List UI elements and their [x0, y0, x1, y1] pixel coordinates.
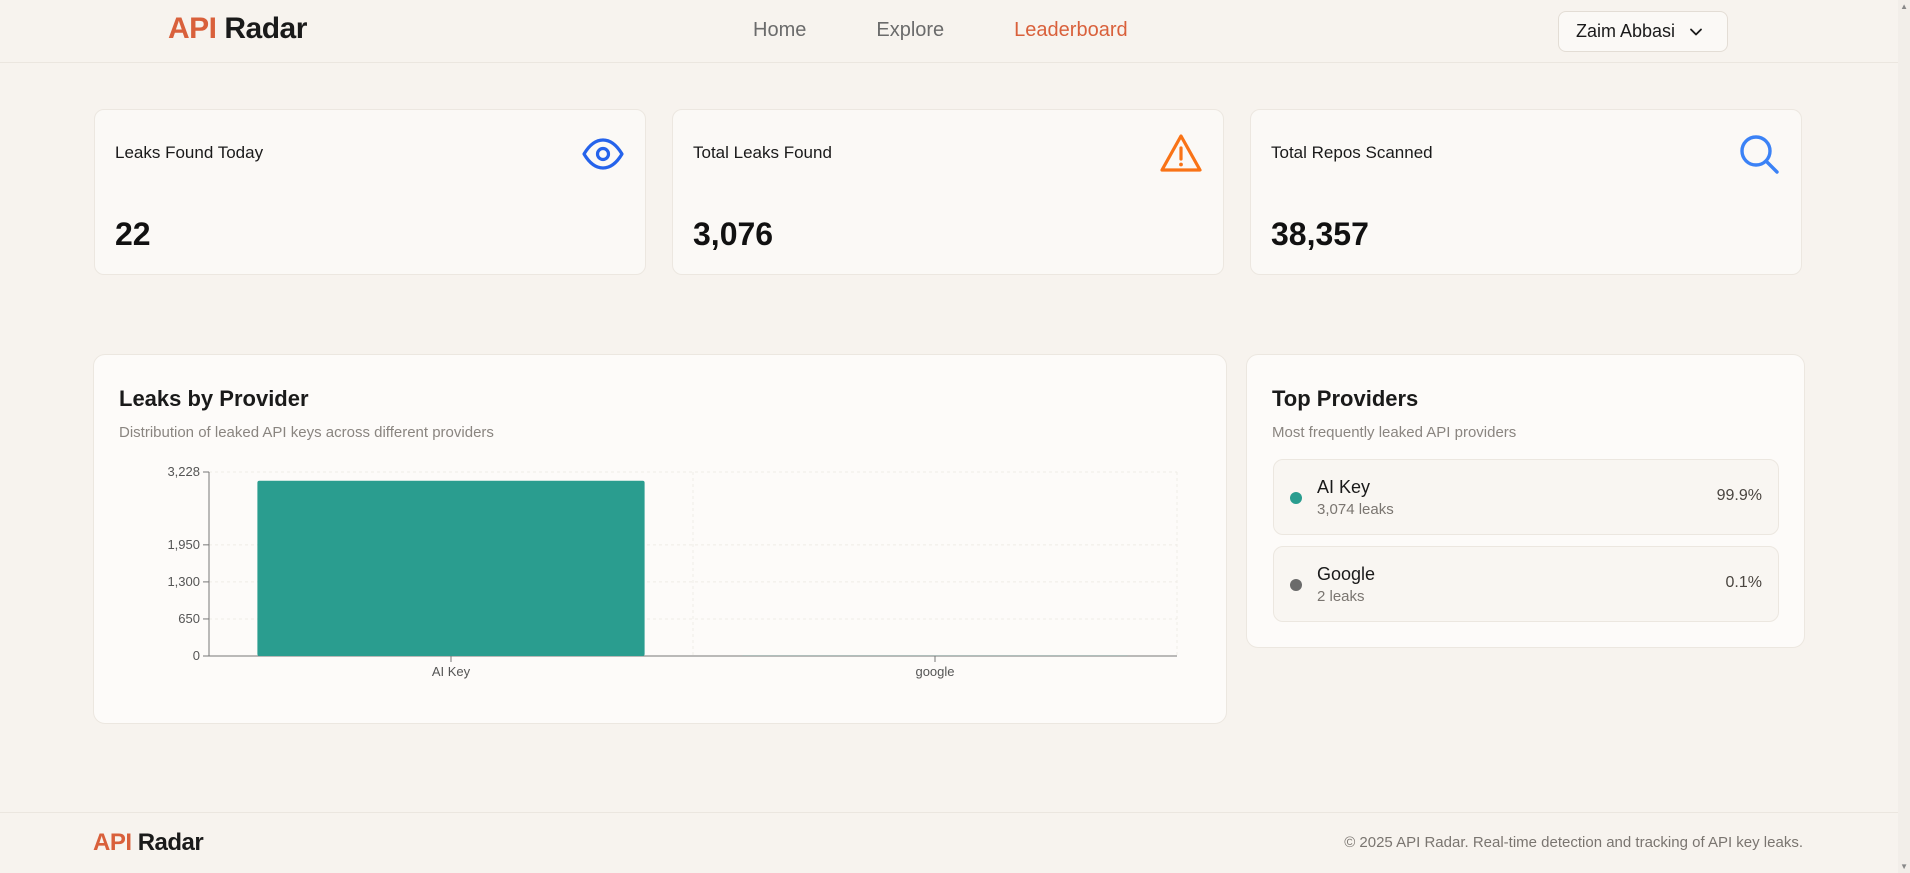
stat-label: Total Leaks Found: [693, 143, 832, 162]
user-name: Zaim Abbasi: [1576, 21, 1676, 41]
stat-value: 22: [115, 216, 151, 252]
provider-percent: 0.1%: [1725, 574, 1762, 591]
stat-label: Leaks Found Today: [115, 143, 264, 162]
top-providers-panel: Top Providers Most frequently leaked API…: [1246, 354, 1805, 648]
footer-logo-api: API: [93, 829, 132, 856]
scroll-up-arrow[interactable]: ▲: [1900, 2, 1908, 11]
provider-name: AI Key: [1317, 477, 1371, 497]
provider-percent: 99.9%: [1716, 487, 1762, 504]
bar: [257, 480, 645, 656]
bar-chart: 0 650 1,300 1,950 3,228 AI Key google: [167, 464, 1178, 679]
x-tick-label: google: [915, 664, 954, 679]
y-tick-label: 1,300: [167, 574, 200, 589]
provider-count: 2 leaks: [1317, 588, 1365, 605]
warning-icon: [1160, 134, 1202, 172]
stat-value: 38,357: [1271, 216, 1369, 252]
stat-card-total-leaks: Total Leaks Found 3,076: [672, 109, 1224, 275]
logo-api-text: API: [168, 12, 217, 45]
footer: API Radar © 2025 API Radar. Real-time de…: [0, 812, 1898, 873]
top-header: API Radar Home Explore Leaderboard Zaim …: [0, 0, 1898, 63]
search-icon: [1740, 135, 1779, 174]
nav-home[interactable]: Home: [753, 19, 807, 41]
scroll-down-arrow[interactable]: ▼: [1900, 862, 1908, 871]
panel-subtitle: Most frequently leaked API providers: [1272, 424, 1517, 441]
provider-count: 3,074 leaks: [1317, 501, 1394, 518]
stat-label: Total Repos Scanned: [1271, 143, 1433, 162]
y-tick-label: 3,228: [167, 464, 200, 479]
status-dot: [1290, 579, 1302, 591]
status-dot: [1290, 492, 1302, 504]
panel-title: Leaks by Provider: [119, 386, 309, 411]
copyright-text: © 2025 API Radar. Real-time detection an…: [1344, 834, 1803, 851]
provider-row-google[interactable]: Google 2 leaks 0.1%: [1273, 546, 1779, 622]
nav-explore[interactable]: Explore: [876, 19, 945, 41]
provider-row-ai-key[interactable]: AI Key 3,074 leaks 99.9%: [1273, 459, 1779, 535]
leaks-by-provider-panel: Leaks by Provider Distribution of leaked…: [93, 354, 1227, 724]
provider-name: Google: [1317, 564, 1376, 584]
stat-card-repos-scanned: Total Repos Scanned 38,357: [1250, 109, 1802, 275]
eye-icon: [582, 138, 624, 170]
panel-subtitle: Distribution of leaked API keys across d…: [119, 424, 494, 441]
nav-leaderboard[interactable]: Leaderboard: [1014, 19, 1128, 41]
footer-logo-radar: Radar: [137, 829, 204, 856]
panel-title: Top Providers: [1272, 386, 1419, 411]
y-tick-label: 650: [178, 611, 200, 626]
stat-card-leaks-today: Leaks Found Today 22: [94, 109, 646, 275]
logo-radar-text: Radar: [224, 12, 307, 45]
y-tick-label: 0: [193, 648, 200, 663]
scrollbar[interactable]: ▲ ▼: [1898, 0, 1910, 873]
logo[interactable]: API Radar: [168, 12, 307, 46]
chevron-down-icon: [1690, 28, 1702, 35]
stat-value: 3,076: [693, 216, 774, 252]
y-tick-label: 1,950: [167, 537, 200, 552]
footer-logo[interactable]: API Radar: [93, 829, 204, 857]
x-tick-label: AI Key: [432, 664, 471, 679]
main-nav: Home Explore Leaderboard: [753, 19, 1128, 42]
user-menu-button[interactable]: Zaim Abbasi: [1558, 11, 1728, 52]
